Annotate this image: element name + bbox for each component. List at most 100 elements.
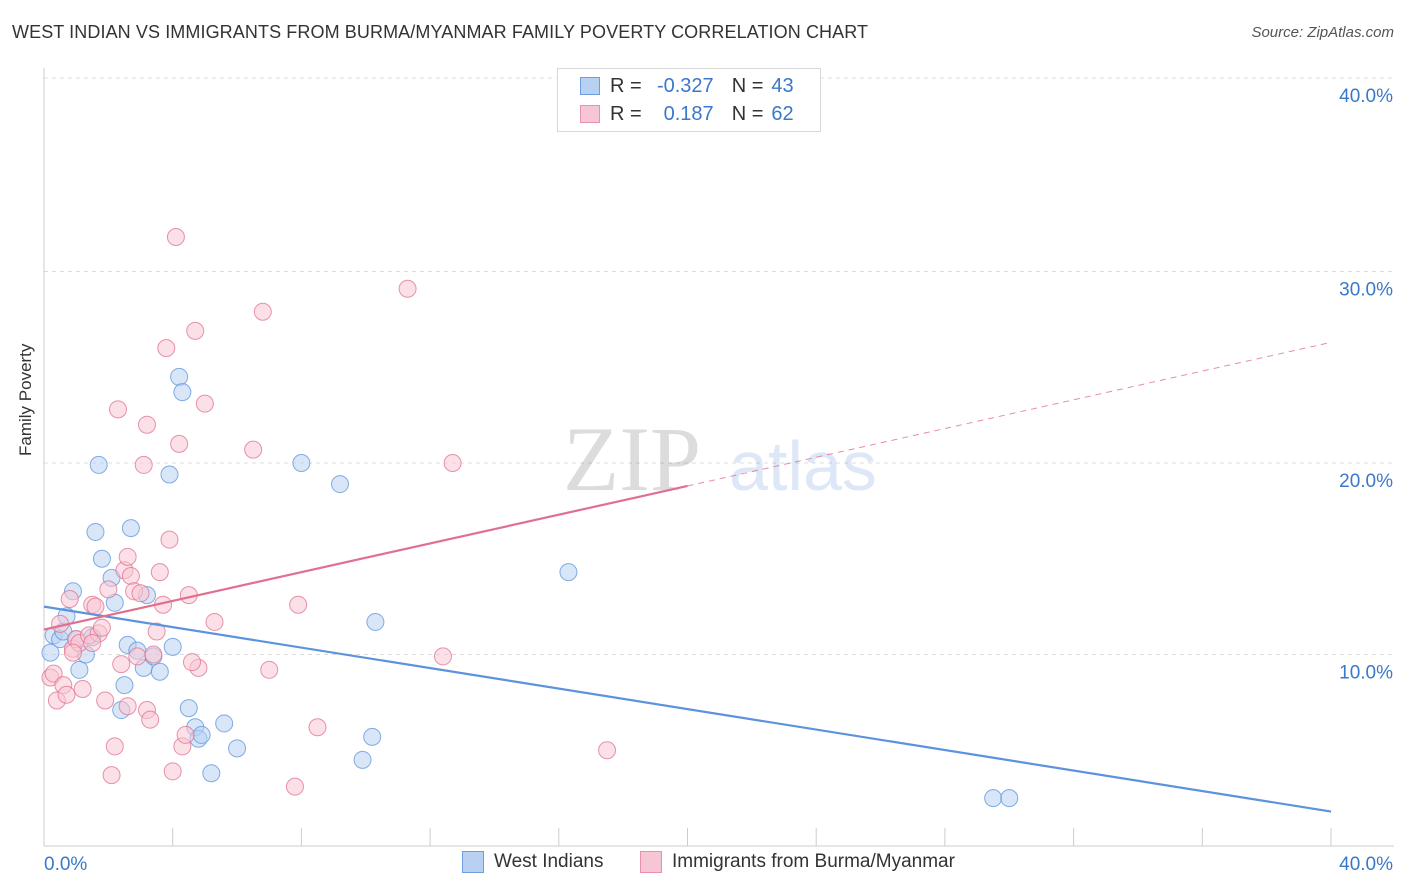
data-point xyxy=(86,522,105,541)
burma-points xyxy=(41,228,617,796)
data-point xyxy=(44,664,63,683)
legend-item-burma[interactable]: Immigrants from Burma/Myanmar xyxy=(640,851,955,873)
data-point xyxy=(331,475,350,494)
data-point xyxy=(137,415,156,434)
west-indians-legend-swatch xyxy=(462,851,484,873)
burma-swatch xyxy=(580,105,600,123)
y-tick-label: 40.0% xyxy=(1339,86,1393,107)
x-tick-label: 0.0% xyxy=(44,854,87,875)
watermark-zip: ZIP xyxy=(563,408,701,510)
data-point xyxy=(183,653,202,672)
data-point xyxy=(128,647,147,666)
data-point xyxy=(195,394,214,413)
legend-label-west-indians: West Indians xyxy=(494,851,604,872)
data-point xyxy=(157,339,176,358)
data-point xyxy=(398,279,417,298)
data-point xyxy=(160,465,179,484)
legend-row-west-indians: R = -0.327 N = 43 xyxy=(580,73,794,99)
watermark-atlas: atlas xyxy=(729,427,877,505)
data-point xyxy=(134,455,153,474)
data-point xyxy=(41,643,60,662)
data-point xyxy=(60,589,79,608)
n-value-west-indians: 43 xyxy=(771,74,794,97)
data-point xyxy=(150,563,169,582)
data-point xyxy=(163,637,182,656)
west-indians-points xyxy=(41,367,1019,808)
n-value-burma: 62 xyxy=(771,102,794,125)
y-tick-label: 20.0% xyxy=(1339,471,1393,492)
chart-title: WEST INDIAN VS IMMIGRANTS FROM BURMA/MYA… xyxy=(12,22,869,42)
tick-labels: 10.0% 20.0% 30.0% 40.0% 0.0% 40.0% xyxy=(44,86,1393,875)
data-point xyxy=(118,547,137,566)
watermark: ZIP atlas xyxy=(563,408,877,510)
data-point xyxy=(96,691,115,710)
data-point xyxy=(121,566,140,585)
data-point xyxy=(289,595,308,614)
data-point xyxy=(160,530,179,549)
data-point xyxy=(147,622,166,641)
data-point xyxy=(166,228,185,247)
data-point xyxy=(260,660,279,679)
legend-item-west-indians[interactable]: West Indians xyxy=(462,851,603,873)
data-point xyxy=(112,655,131,674)
data-point xyxy=(253,302,272,321)
data-point xyxy=(70,660,89,679)
burma-trend-line xyxy=(43,484,688,631)
data-point xyxy=(89,455,108,474)
y-tick-label: 30.0% xyxy=(1339,280,1393,301)
data-point xyxy=(353,750,372,769)
n-label: N = xyxy=(731,74,764,97)
west-indians-trend-line xyxy=(43,605,1332,813)
data-point xyxy=(192,725,211,744)
data-point xyxy=(92,549,111,568)
west-indians-swatch xyxy=(580,77,600,95)
data-point xyxy=(57,685,76,704)
data-point xyxy=(73,679,92,698)
data-point xyxy=(176,725,195,744)
data-point xyxy=(141,710,160,729)
data-point xyxy=(228,739,247,758)
data-point xyxy=(308,718,327,737)
data-point xyxy=(202,764,221,783)
data-point xyxy=(144,645,163,664)
data-point xyxy=(131,584,150,603)
axes xyxy=(43,68,1394,847)
data-point xyxy=(984,789,1003,808)
data-point xyxy=(559,563,578,582)
data-point xyxy=(363,727,382,746)
gridlines xyxy=(44,77,1394,655)
source-credit: Source: ZipAtlas.com xyxy=(1251,24,1394,41)
data-point xyxy=(205,612,224,631)
r-value-burma: 0.187 xyxy=(663,102,714,125)
data-point xyxy=(598,741,617,760)
correlation-legend: R = -0.327 N = 43 R = 0.187 N = 62 xyxy=(557,68,821,132)
data-point xyxy=(292,454,311,472)
x-tick-label: 40.0% xyxy=(1339,854,1393,875)
data-point xyxy=(86,597,105,616)
data-point xyxy=(83,634,102,653)
r-label: R = xyxy=(610,74,642,97)
n-label: N = xyxy=(731,102,764,125)
burma-legend-swatch xyxy=(640,851,662,873)
trend-lines xyxy=(43,341,1332,813)
data-point xyxy=(150,662,169,681)
data-point xyxy=(102,766,121,785)
data-point xyxy=(1000,789,1019,808)
r-value-west-indians: -0.327 xyxy=(656,74,714,97)
data-point xyxy=(115,676,134,695)
data-points xyxy=(41,228,1019,808)
series-legend: West Indians Immigrants from Burma/Myanm… xyxy=(0,851,1406,879)
r-label: R = xyxy=(610,102,642,125)
data-point xyxy=(443,454,462,472)
data-point xyxy=(118,697,137,716)
data-point xyxy=(170,434,189,453)
data-point xyxy=(63,643,82,662)
data-point xyxy=(92,618,111,637)
legend-label-burma: Immigrants from Burma/Myanmar xyxy=(672,851,955,872)
legend-row-burma: R = 0.187 N = 62 xyxy=(580,101,794,127)
data-point xyxy=(105,737,124,756)
data-point xyxy=(173,383,192,402)
data-point xyxy=(99,580,118,599)
y-tick-label: 10.0% xyxy=(1339,663,1393,684)
